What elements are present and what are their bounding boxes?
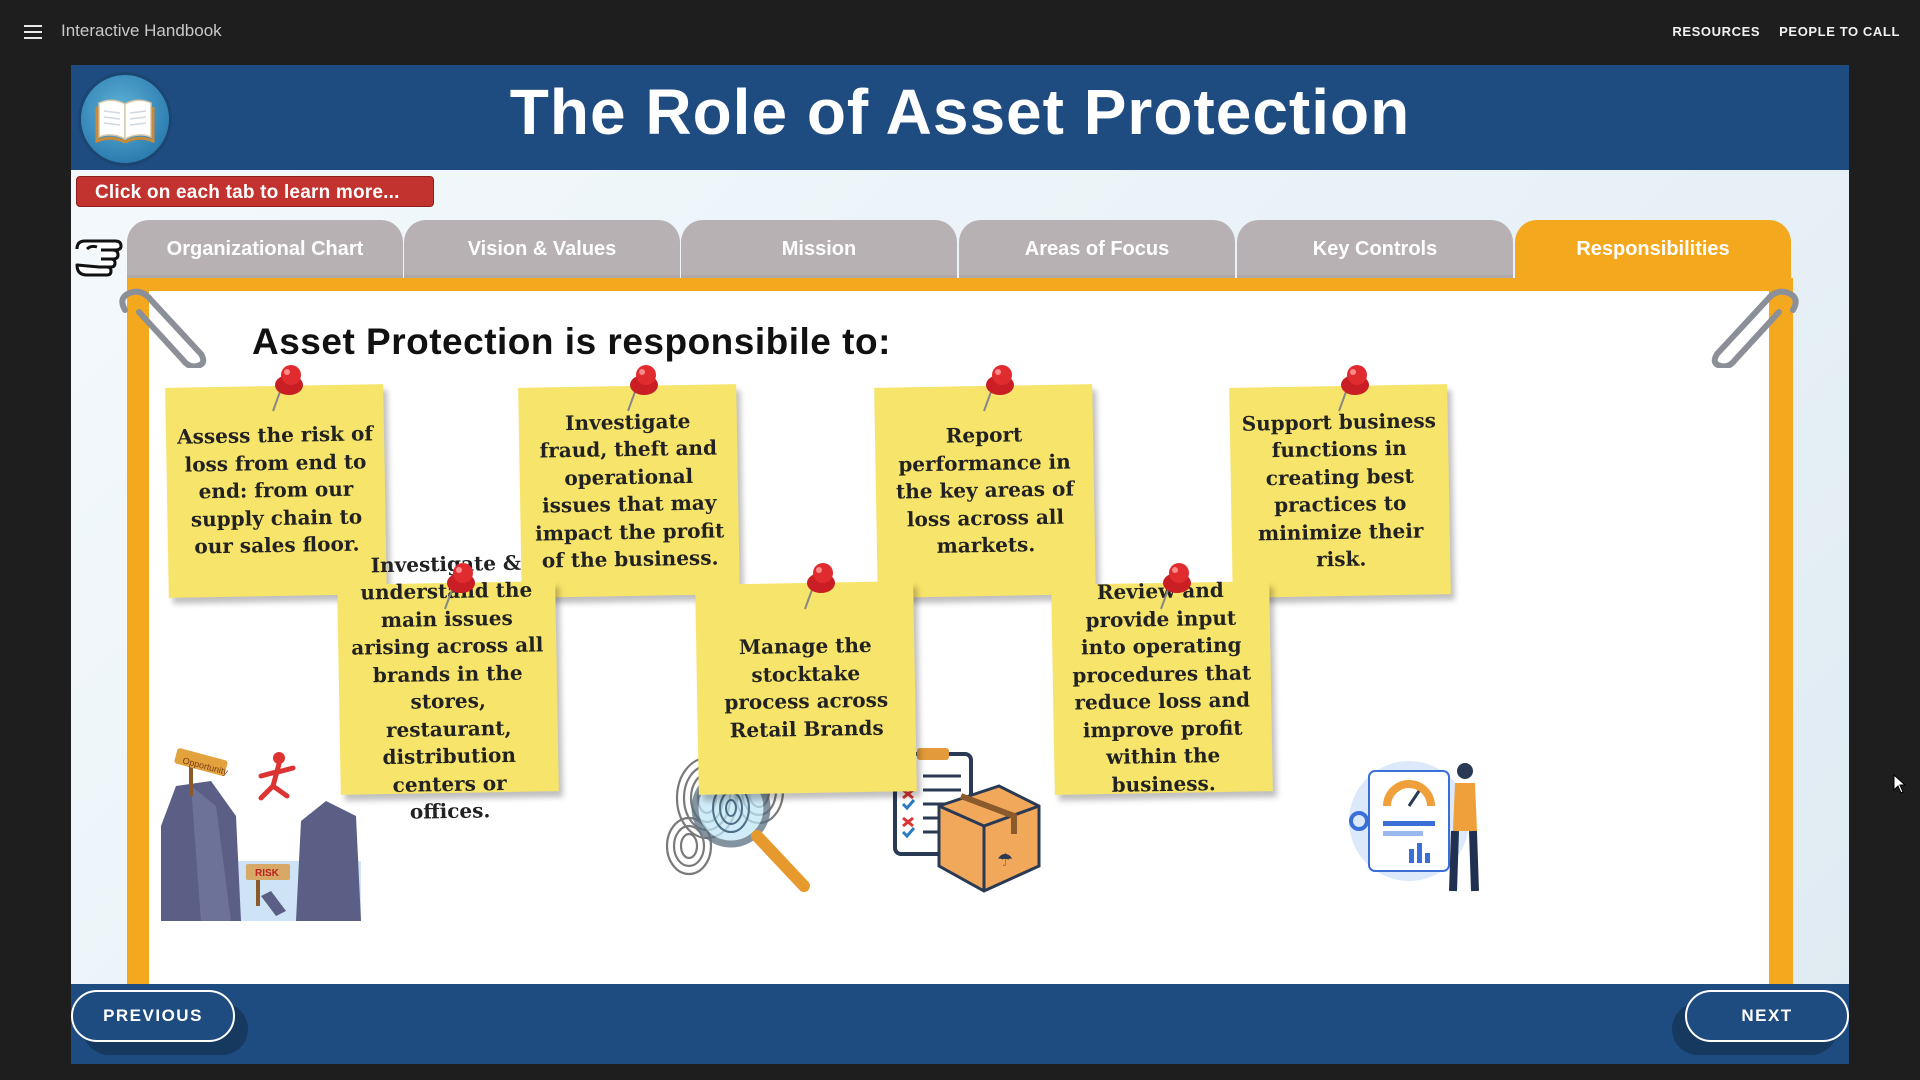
tab-mission[interactable]: Mission: [681, 220, 957, 278]
content-heading: Asset Protection is responsibile to:: [252, 321, 891, 362]
push-pin-icon: [1338, 365, 1369, 412]
title-bar: The Role of Asset Protection: [71, 65, 1849, 170]
app-bar: Interactive Handbook RESOURCES PEOPLE TO…: [0, 0, 1920, 64]
paper-clip-icon: [1711, 288, 1799, 368]
hint-label: Click on each tab to learn more...: [76, 176, 434, 207]
content-board: Asset Protection is responsibile to: Opp…: [119, 278, 1799, 1027]
push-pin-icon: [804, 563, 835, 610]
people-to-call-link[interactable]: PEOPLE TO CALL: [1779, 24, 1900, 39]
next-button[interactable]: NEXT: [1685, 990, 1849, 1042]
push-pin-icon: [627, 365, 658, 412]
note-text: Assess the risk of loss from end to end:…: [176, 421, 374, 559]
note-text: Investigate fraud, theft and operational…: [534, 408, 725, 573]
note-text: Support business functions in creating b…: [1241, 407, 1437, 572]
open-book-icon: [78, 72, 172, 166]
slide-title: The Role of Asset Protection: [509, 76, 1411, 148]
push-pin-icon: [444, 563, 475, 610]
note-text: Report performance in the key areas of l…: [895, 422, 1075, 559]
tab-areas-of-focus[interactable]: Areas of Focus: [959, 220, 1235, 278]
content-panel: Asset Protection is responsibile to: Opp…: [149, 291, 1769, 1009]
push-pin-icon: [983, 365, 1014, 412]
slide: The Role of Asset Protection Click on ea…: [71, 65, 1849, 1064]
tab-vision-values[interactable]: Vision & Values: [404, 220, 680, 278]
push-pin-icon: [1160, 563, 1191, 610]
hamburger-menu-icon[interactable]: [24, 25, 42, 39]
previous-button[interactable]: PREVIOUS: [71, 990, 235, 1042]
note-text: Manage the stocktake process across Reta…: [724, 632, 889, 742]
tab-responsibilities[interactable]: Responsibilities: [1515, 220, 1791, 284]
svg-text:☂: ☂: [997, 850, 1013, 871]
tab-organizational-chart[interactable]: Organizational Chart: [127, 220, 403, 278]
mouse-cursor-icon: [1893, 774, 1907, 794]
risk-sign: RISK: [255, 868, 280, 879]
paper-clip-icon: [119, 288, 207, 368]
tab-key-controls[interactable]: Key Controls: [1237, 220, 1513, 278]
slide-footer: [71, 984, 1849, 1064]
dashboard-analyst-illustration: [1349, 761, 1479, 892]
app-title: Interactive Handbook: [61, 21, 222, 40]
resources-link[interactable]: RESOURCES: [1672, 24, 1761, 39]
risk-cliff-illustration: Opportunity RISK: [161, 748, 361, 921]
push-pin-icon: [272, 365, 303, 412]
top-links: RESOURCES PEOPLE TO CALL: [1672, 24, 1900, 39]
pointing-hand-icon: [75, 239, 123, 277]
